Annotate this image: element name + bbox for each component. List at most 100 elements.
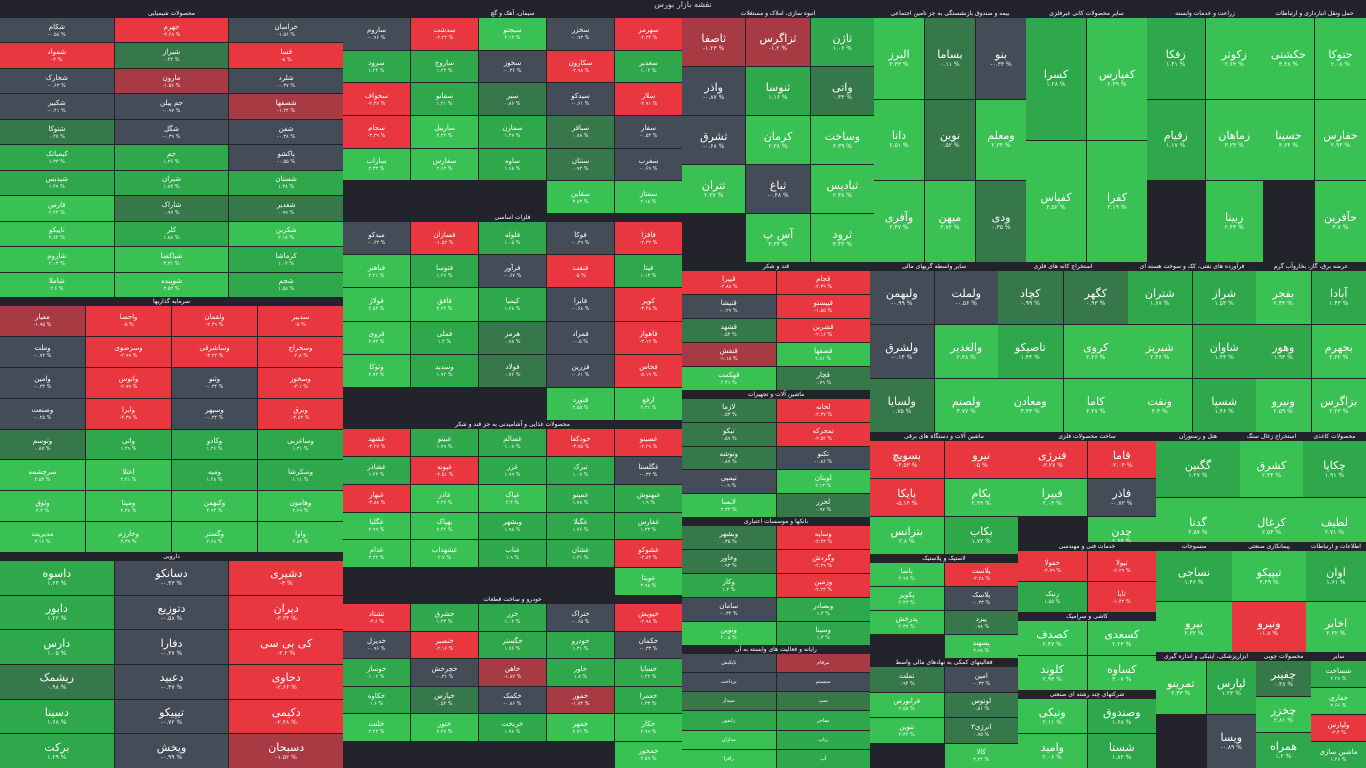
stock-tile[interactable]: غگلستا -۰.۳۲ % [615,456,682,484]
stock-tile[interactable]: کفرا ۳.۱۹ % [1087,140,1147,262]
stock-tile[interactable]: سرود ۱.۲۴ % [343,50,410,83]
stock-tile[interactable]: پیزد ۰.۹۸ % [944,611,1018,634]
stock-tile[interactable]: ثبادیس ۲.۴۸ % [810,165,874,213]
stock-tile[interactable]: برکت ۱.۲۹ % [0,734,114,768]
stock-tile[interactable]: ولشرق -۰.۱۴ % [870,325,934,378]
stock-tile[interactable]: فوکا -۰.۲۹ % [547,222,614,255]
stock-tile[interactable]: زبینا ۲.۴۴ % [1205,181,1263,262]
stock-tile[interactable]: قنقش -۱.۱۸ % [682,343,776,366]
stock-tile[interactable]: بایکا -۵.۱۴ % [870,479,944,516]
stock-tile[interactable]: غبهار -۳.۸۸ % [343,484,410,512]
stock-tile[interactable]: وکار ۱.۲ % [682,574,776,597]
stock-tile[interactable]: بجهرم ۲.۳۲ % [1311,325,1366,378]
stock-tile[interactable]: دسانکو -۰.۴۳ % [114,561,229,595]
stock-tile[interactable]: خودکفا -۳.۷۵ % [547,429,614,456]
stock-tile[interactable]: تاپکیش-۰.۳۸ % [682,654,776,673]
stock-tile[interactable]: تشتاد -۳.۶ % [343,604,410,631]
stock-tile[interactable]: لوبتان ۲.۱۳ % [776,470,870,494]
stock-tile[interactable]: حتوکا ۲.۰۸ % [1315,18,1366,99]
stock-tile[interactable]: شغدیر ۰.۹۹ % [229,196,343,221]
stock-tile[interactable]: فولاژ ۲.۵۴ % [343,288,410,321]
stock-tile[interactable]: وگستر ۲.۶۸ % [172,522,257,552]
stock-tile[interactable]: کشرق ۲.۳۴ % [1240,441,1303,497]
stock-tile[interactable]: فلوله ۱.۰۵ % [479,222,546,255]
stock-tile[interactable]: اوان ۱.۶۱ % [1306,551,1366,601]
stock-tile[interactable]: شیاکسا ۳.۳۱ % [114,247,229,272]
stock-tile[interactable]: شیراز ۰.۴۲ % [114,43,229,68]
stock-tile[interactable]: خکاوه ۱.۶ % [343,686,410,713]
stock-tile[interactable]: وسینا ۱.۳ % [776,622,870,645]
stock-tile[interactable]: بسویچ -۴.۵۳ % [870,441,944,478]
stock-tile[interactable]: غشان ۱.۳۱ % [547,540,614,568]
stock-tile[interactable]: حکشتی ۳.۴۸ % [1263,18,1314,99]
stock-tile[interactable]: فنورد ۳.۵۵ % [547,387,614,420]
stock-tile[interactable]: کفپاس ۳.۵۲ % [1026,140,1086,262]
stock-tile[interactable]: فنرژی -۳.۲۷ % [1018,441,1087,478]
stock-tile[interactable]: فسا -۵ % [229,43,343,68]
stock-tile[interactable]: وگردش -۲.۲۹ % [776,550,870,573]
stock-tile[interactable]: قشرین -۲.۱۶ % [776,319,870,342]
stock-tile[interactable]: فسازان -۱.۵۲ % [411,222,478,255]
stock-tile[interactable]: تپمپی -۰.۹ % [682,470,776,494]
stock-tile[interactable]: آس پ ۳.۳۴ % [746,214,810,262]
stock-tile[interactable]: ومعادن ۳.۳۳ % [998,379,1063,432]
stock-tile[interactable]: ثاژن ۱.۰۶ % [810,18,874,66]
stock-tile[interactable]: دابور ۱.۲۲ % [0,595,114,630]
stock-tile[interactable]: غشوکو -۳.۸۳ % [615,540,682,568]
stock-tile[interactable]: ثنوسا ۱.۱۶ % [746,67,810,115]
stock-tile[interactable]: زفکا ۱.۴۱ % [1147,18,1205,99]
stock-tile[interactable]: تابا -۱.۴۲ % [1087,582,1156,612]
stock-tile[interactable]: کالا ۳.۲۴ % [944,743,1018,768]
stock-tile[interactable]: میدکو -۰.۶۳ % [343,222,410,255]
stock-tile[interactable]: زکوثر ۲.۶۳ % [1205,18,1263,99]
stock-tile[interactable]: سرچشمه ۲.۵۳ % [0,460,85,491]
stock-tile[interactable]: شجم ۱.۵۸ % [229,272,343,297]
stock-tile[interactable]: فافق ۲.۲۴ % [411,288,478,321]
stock-tile[interactable]: غسالم ۱.۰۸ % [479,429,546,456]
stock-tile[interactable]: پلاسک -۰.۳۳ % [944,587,1018,610]
stock-tile[interactable]: خعمرا ۱.۳۳ % [615,686,682,713]
stock-tile[interactable]: پلاست -۳.۲۸ % [944,563,1018,586]
stock-tile[interactable]: پاسا ۲.۹۷ % [870,563,944,586]
stock-tile[interactable]: خمور -۱.۷۴ % [547,686,614,713]
stock-tile[interactable]: سخزر -۰.۹۳ % [547,18,614,50]
stock-tile[interactable]: خوساز ۱.۰۲ % [343,659,410,686]
stock-tile[interactable]: ومعلم ۲.۳۴ % [976,99,1026,181]
stock-tile[interactable]: فباهنر ۲.۲۱ % [343,255,410,288]
stock-tile[interactable]: سغدیر ۱.۰۴ % [615,50,682,83]
stock-tile[interactable]: فارس ۲.۴۳ % [0,196,114,221]
stock-tile[interactable]: اخابر ۲.۳۲ % [1306,602,1366,652]
stock-tile[interactable]: زقیام ۱.۱۷ % [1147,99,1205,181]
stock-tile[interactable]: سهرمز -۲.۲۴ % [615,18,682,50]
stock-tile[interactable]: کلر ۱.۸۸ % [114,221,229,247]
stock-tile[interactable]: سیستم-۰.۶۵ % [776,673,870,692]
stock-tile[interactable]: کگهر ۰.۹۳ % [1063,271,1128,324]
stock-tile[interactable]: واحصا -۵ % [86,306,171,336]
stock-tile[interactable]: کرماشا ۱.۰۲ % [229,247,343,272]
stock-tile[interactable]: وصندوق ۱.۶۸ % [1087,699,1156,733]
stock-tile[interactable]: ثشرق -۰.۶۸ % [682,116,746,164]
stock-tile[interactable]: وصنعت -۰.۲۵ % [0,398,85,429]
stock-tile[interactable]: ونفت ۲.۳ % [1128,379,1192,432]
stock-tile[interactable]: فنفت -۵ % [547,255,614,288]
stock-tile[interactable]: دکیمی -۲.۴۸ % [229,699,343,734]
stock-tile[interactable]: تاپیکو ۲.۶۴ % [0,221,114,247]
stock-tile[interactable]: ونیرو ۲.۵۹ % [1256,379,1311,432]
stock-tile[interactable]: سیدکو -۰.۶۱ % [547,83,614,115]
stock-tile[interactable]: مرقام-۰.۳۳ % [776,654,870,673]
stock-tile[interactable]: ریشمک ۰.۹۸ % [0,665,114,699]
stock-tile[interactable]: وملت -۰.۷۲ % [0,336,85,367]
stock-tile[interactable]: فملی ۱.۴ % [411,321,478,354]
stock-tile[interactable]: چفیبر ۰.۳۸ % [1256,661,1311,696]
stock-tile[interactable]: کساوه ۳.۰۷ % [1087,656,1156,690]
stock-tile[interactable]: وسپهر -۰.۳۴ % [172,398,257,429]
stock-tile[interactable]: ولملت -۰.۵۶ % [934,271,998,324]
stock-tile[interactable]: وبرق -۳.۸۳ % [258,398,343,429]
stock-tile[interactable]: خکمک -۰.۸۶ % [479,686,546,713]
stock-tile[interactable]: واتی ۰.۳۴ % [810,67,874,115]
stock-tile[interactable]: واوا ۲.۸۳ % [258,522,343,552]
stock-tile[interactable]: رانفور۱.۳۳ % [682,711,776,730]
stock-tile[interactable]: ثاصفا -۱.۲۳ % [682,18,746,66]
stock-tile[interactable]: جم ۱.۳۶ % [114,145,229,170]
stock-tile[interactable]: وبصادر ۱.۳ % [776,598,870,621]
